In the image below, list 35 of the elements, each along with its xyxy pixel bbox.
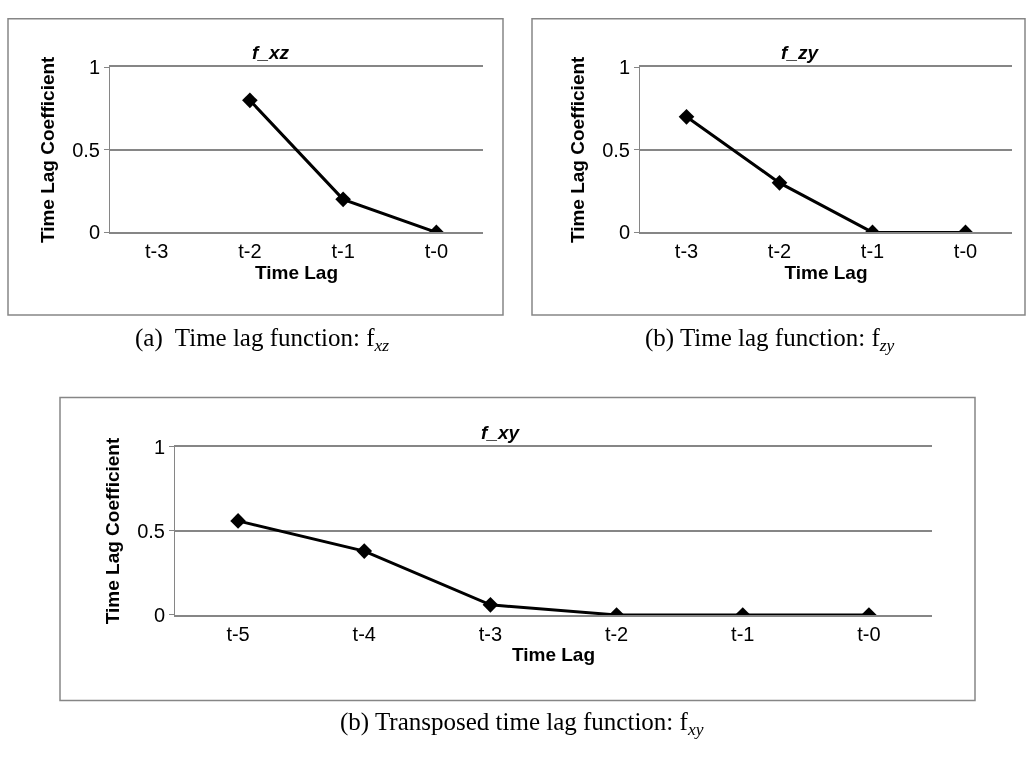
y-tick-label: 1 xyxy=(153,435,165,458)
x-axis-title: Time Lag xyxy=(511,644,596,665)
x-tick-label: t-2 xyxy=(604,622,629,645)
text: (b) Transposed time lag function: f$_{xy}$ xyxy=(340,708,704,740)
chart-title: f_xz xyxy=(252,42,290,63)
x-tick-label: t-5 xyxy=(226,622,250,645)
y-tick-label: 0.5 xyxy=(137,519,165,542)
y-tick-label: 1 xyxy=(618,56,630,79)
y-tick-label: 0.5 xyxy=(602,138,630,161)
y-tick-label: 0 xyxy=(88,221,100,244)
x-tick-label: t-1 xyxy=(331,240,355,263)
x-tick-label: t-1 xyxy=(731,622,755,645)
y-axis-title: Time Lag Coefficient xyxy=(37,55,59,244)
y-axis-title: Time Lag Coefficient xyxy=(102,437,124,625)
y-tick-label: 0 xyxy=(618,221,630,244)
x-tick-label: t-3 xyxy=(478,622,503,645)
x-tick-label: t-0 xyxy=(424,240,449,263)
x-tick-label: t-0 xyxy=(953,240,978,263)
y-tick-label: 1 xyxy=(88,56,100,79)
x-axis-title: Time Lag xyxy=(254,262,339,284)
x-tick-label: t-4 xyxy=(352,622,376,645)
chart-title: f_xy xyxy=(481,422,521,443)
x-tick-label: t-1 xyxy=(860,240,885,263)
x-tick-label: t-2 xyxy=(767,240,792,263)
y-axis-title: Time Lag Coefficient xyxy=(567,55,589,244)
x-tick-label: t-3 xyxy=(674,240,699,263)
y-tick-label: 0.5 xyxy=(72,138,100,161)
text: (b) Time lag function: f$_{zy}$ xyxy=(645,324,895,356)
x-tick-label: t-2 xyxy=(238,240,262,263)
x-tick-label: t-3 xyxy=(144,240,169,263)
x-tick-label: t-0 xyxy=(857,622,881,645)
x-axis-title: Time Lag xyxy=(784,262,868,284)
text: (a) Time lag function: f$_{xz}$ xyxy=(135,324,390,356)
chart-title: f_zy xyxy=(781,42,820,63)
y-tick-label: 0 xyxy=(153,603,165,626)
